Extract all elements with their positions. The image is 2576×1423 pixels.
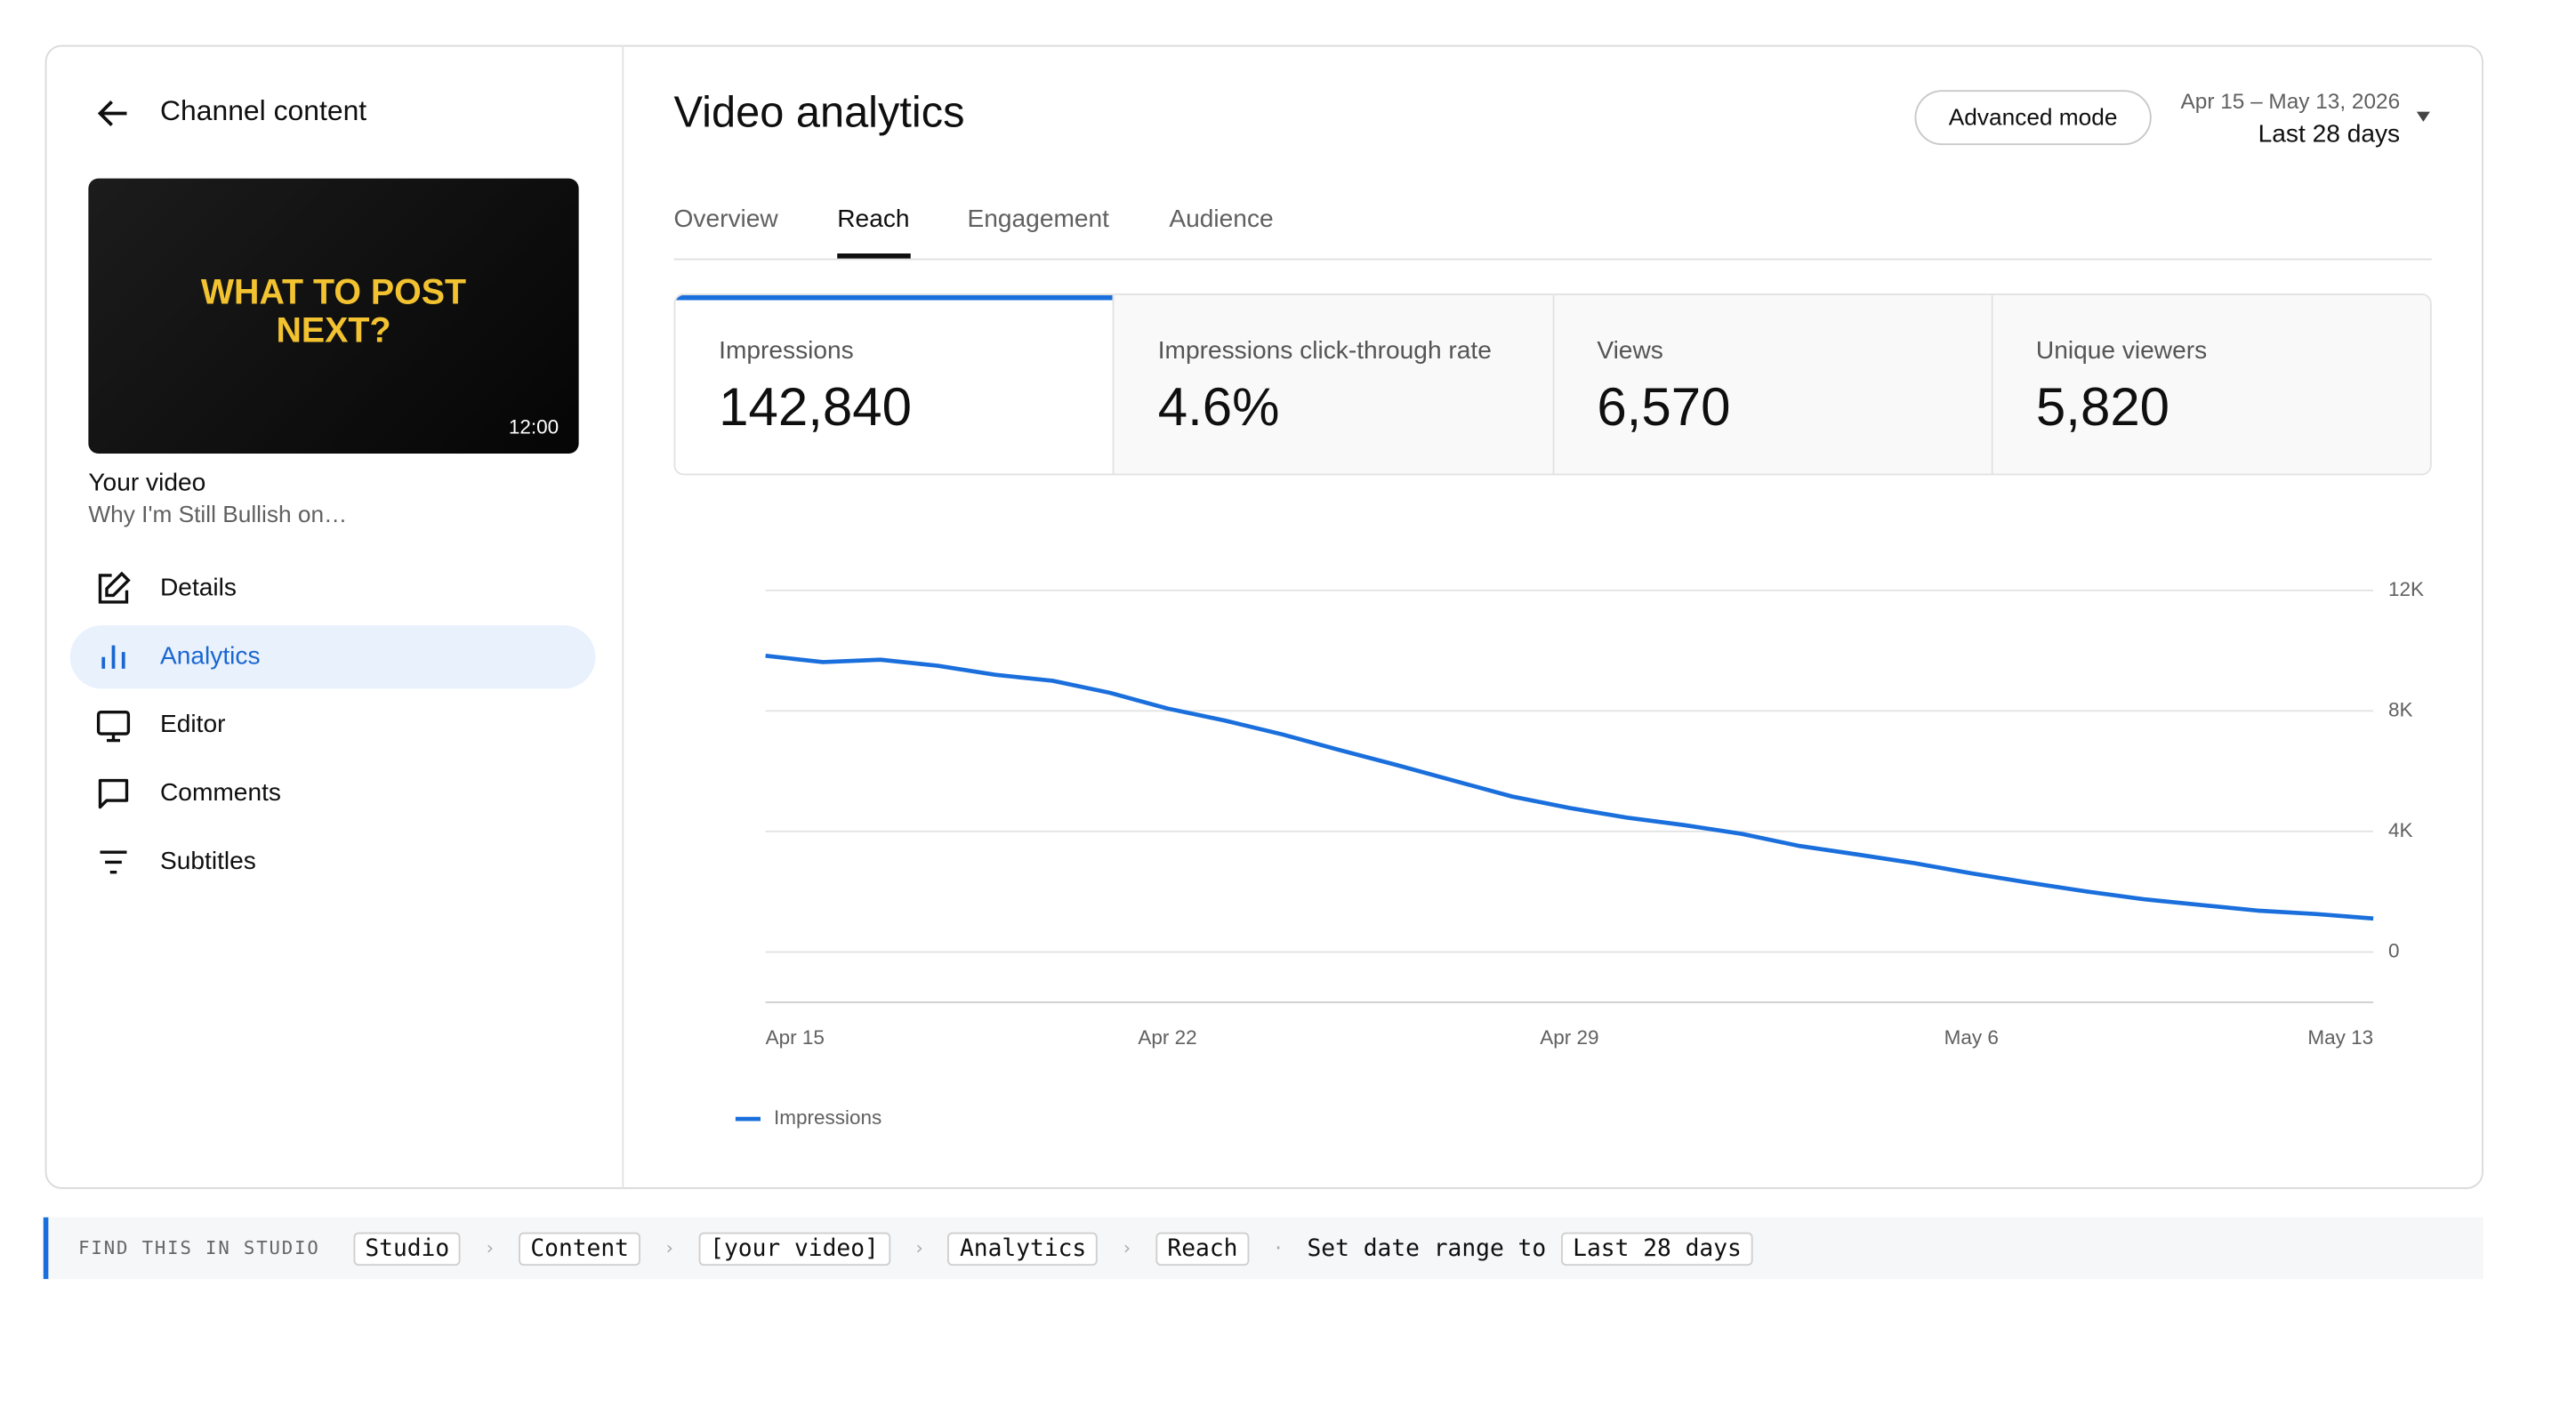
subtitles-icon	[100, 850, 127, 874]
path-step: Analytics	[947, 1231, 1099, 1266]
nav-item[interactable]: Subtitles	[70, 831, 596, 894]
tab[interactable]: Reach	[837, 205, 910, 234]
metric-value: 4.6%	[1157, 376, 1280, 438]
back-label[interactable]: Channel content	[160, 94, 367, 127]
x-tick-label: Apr 29	[1540, 1026, 1598, 1049]
video-title: Why I'm Still Bullish on…	[88, 500, 348, 527]
metric-label: Impressions click-through rate	[1157, 336, 1492, 366]
chart: 0 4K 8K 12K Apr 15 Apr 22 Apr 29 May 6 May 13 Imp…	[735, 578, 2424, 1129]
metric-card[interactable]: Unique viewers 5,820	[1991, 294, 2430, 474]
x-tick-label: Apr 22	[1138, 1026, 1196, 1049]
path-step: Content	[519, 1231, 641, 1266]
edit-icon	[98, 571, 131, 604]
date-range[interactable]: Apr 15 – May 13, 2026	[2180, 88, 2401, 114]
nav-item[interactable]: Editor	[70, 694, 596, 757]
y-tick-label: 4K	[2388, 819, 2413, 841]
metric-label: Unique viewers	[2035, 336, 2208, 366]
nav-label: Subtitles	[160, 847, 256, 876]
metric-value: 142,840	[719, 376, 913, 438]
path-value: Last 28 days	[1561, 1231, 1753, 1266]
divider	[622, 44, 624, 1189]
editor-icon	[96, 710, 131, 743]
page-title: Video analytics	[673, 86, 965, 137]
thumbnail-text: WHAT TO POST NEXT?	[200, 273, 467, 350]
nav-item[interactable]: Details	[70, 557, 596, 620]
nav-label: Editor	[160, 710, 226, 739]
metric-value: 6,570	[1597, 376, 1731, 438]
studio-path: FIND THIS IN STUDIO Studio › Content › [yo…	[43, 1217, 2483, 1280]
duration: 12:00	[508, 414, 559, 439]
metric-cards: Impressions 142,840 Impressions click-thr…	[673, 293, 2432, 476]
period[interactable]: Last 28 days	[2258, 120, 2401, 149]
y-tick-label: 8K	[2388, 698, 2413, 720]
metric-card[interactable]: Impressions 142,840	[675, 294, 1114, 474]
advanced-mode-button[interactable]: Advanced mode	[1914, 90, 2152, 146]
tab[interactable]: Overview	[673, 205, 778, 234]
metric-label: Impressions	[719, 336, 854, 366]
metric-value: 5,820	[2035, 376, 2170, 438]
path-label: FIND THIS IN STUDIO	[78, 1237, 320, 1259]
tab[interactable]: Audience	[1169, 205, 1274, 234]
metric-label: Views	[1597, 336, 1663, 366]
nav-label: Details	[160, 574, 237, 602]
x-tick-label: May 6	[1944, 1026, 1999, 1049]
y-tick-label: 0	[2388, 939, 2400, 961]
nav-item[interactable]: Comments	[70, 762, 596, 825]
legend-label: Impressions	[774, 1106, 881, 1129]
back-arrow[interactable]	[95, 95, 132, 132]
metric-card[interactable]: Views 6,570	[1551, 294, 1992, 474]
analytics-icon	[101, 645, 125, 669]
panel	[44, 44, 2483, 1189]
path-step: Studio	[353, 1231, 462, 1266]
path-step: Reach	[1155, 1231, 1250, 1266]
tab-divider	[673, 258, 2432, 261]
path-action: Set date range to	[1307, 1234, 1547, 1262]
video-label: Your video	[88, 468, 206, 497]
path-step: [your video]	[698, 1231, 890, 1266]
nav-label: Analytics	[160, 641, 261, 671]
metric-card[interactable]: Impressions click-through rate 4.6%	[1113, 294, 1552, 474]
x-tick-label: Apr 15	[766, 1026, 825, 1049]
nav-item[interactable]: Analytics	[69, 625, 596, 689]
nav-label: Comments	[160, 778, 281, 808]
dropdown-arrow[interactable]	[2416, 110, 2430, 124]
y-tick-label: 12K	[2388, 578, 2424, 600]
tab[interactable]: Engagement	[967, 205, 1110, 234]
tab-indicator	[837, 253, 911, 259]
comments-icon	[98, 778, 129, 809]
thumbnail[interactable]: WHAT TO POST NEXT? 12:00	[88, 178, 579, 454]
x-tick-label: May 13	[2307, 1026, 2373, 1049]
data-line	[765, 654, 2374, 921]
